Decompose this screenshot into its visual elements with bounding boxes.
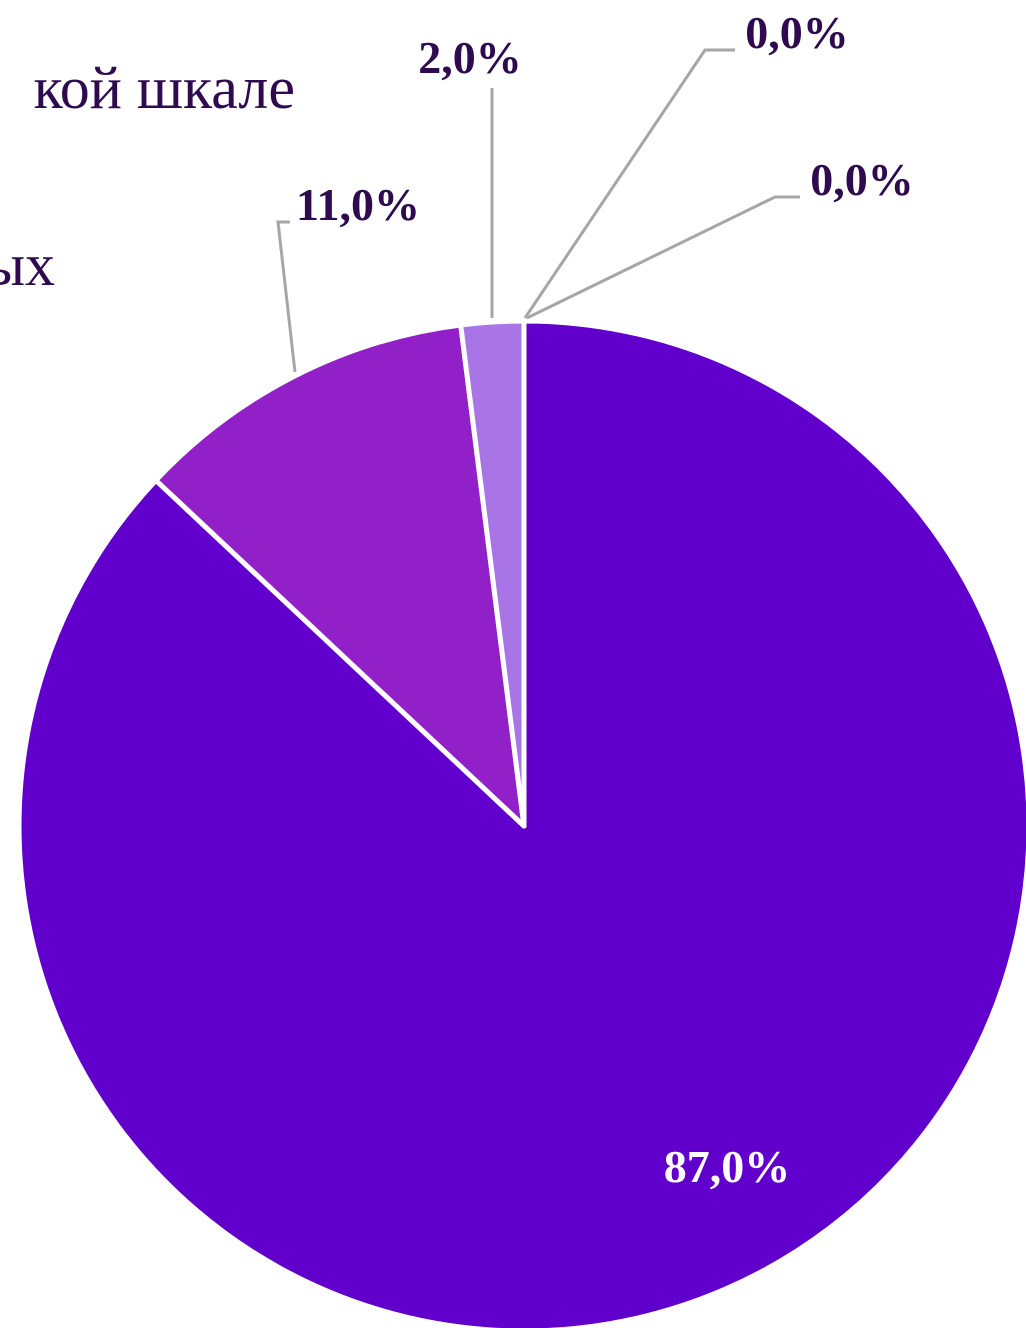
chart-title: ых — [0, 232, 55, 298]
data-label: 87,0% — [664, 1141, 791, 1192]
pie-slice — [153, 322, 527, 829]
pie-slice — [16, 318, 1026, 1328]
data-label: 0,0% — [810, 154, 914, 205]
data-label: 11,0% — [296, 179, 420, 230]
data-label: 0,0% — [745, 7, 849, 58]
leader-line — [526, 195, 800, 320]
chart-title: кой шкале — [34, 55, 295, 121]
data-label: 2,0% — [418, 32, 522, 83]
leader-line — [523, 48, 735, 319]
leader-line — [276, 220, 297, 373]
